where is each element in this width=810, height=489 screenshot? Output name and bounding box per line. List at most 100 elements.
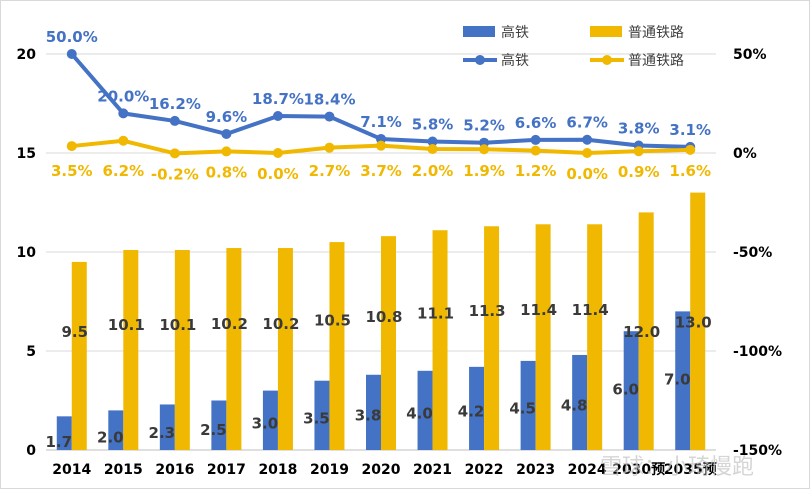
rail-bar-label: 11.4 — [572, 301, 609, 319]
hsr-bar — [56, 416, 72, 450]
legend-label: 高铁 — [501, 52, 529, 69]
rail-bar — [535, 224, 551, 450]
legend-entry[interactable]: 高铁 — [463, 52, 529, 69]
hsr-growth-point — [582, 134, 593, 145]
rail-bar-label: 10.1 — [108, 316, 145, 334]
hsr-bar — [469, 366, 485, 450]
hsr-bar — [211, 400, 227, 450]
x-tick-label: 2014 — [52, 462, 91, 478]
rail-growth-point — [169, 148, 180, 159]
hsr-growth-point — [324, 111, 335, 122]
x-tick-label: 2021 — [413, 462, 452, 478]
hsr-bar-label: 4.8 — [561, 396, 588, 414]
hsr-bar — [314, 380, 330, 450]
rail-growth-point — [221, 146, 232, 157]
x-tick-label: 2016 — [155, 462, 194, 478]
hsr-bar-label: 3.5 — [303, 409, 330, 427]
rail-bar-label: 10.2 — [211, 315, 248, 333]
hsr-bar-label: 2.3 — [149, 424, 176, 442]
hsr-growth-label: 3.1% — [669, 121, 711, 139]
hsr-growth-point — [530, 134, 541, 145]
rail-bar — [638, 212, 654, 450]
hsr-growth-point — [221, 128, 232, 139]
rail-bar-label: 9.5 — [61, 323, 88, 341]
rail-growth-point — [530, 145, 541, 156]
rail-bar — [432, 230, 448, 450]
rail-bar-label: 10.2 — [262, 315, 299, 333]
rail-bar — [123, 250, 139, 450]
x-tick-label: 2030预 — [612, 462, 665, 478]
hsr-growth-label: 5.8% — [412, 116, 454, 134]
rail-growth-label: -0.2% — [151, 165, 199, 183]
legend-swatch-bar — [590, 26, 622, 37]
rail-growth-label: 1.6% — [669, 162, 711, 180]
right-tick-label: -100% — [733, 344, 782, 360]
rail-growth-point — [427, 144, 438, 155]
left-tick-label: 15 — [17, 146, 36, 162]
hsr-growth-label: 18.4% — [303, 91, 355, 109]
rail-growth-label: 0.0% — [566, 165, 608, 183]
left-tick-label: 10 — [17, 245, 37, 261]
hsr-bar — [108, 410, 124, 450]
legend-entry[interactable]: 普通铁路 — [590, 25, 684, 41]
legend-entry[interactable]: 高铁 — [463, 24, 529, 41]
rail-bar-label: 11.4 — [520, 301, 557, 319]
rail-growth-point — [582, 148, 593, 158]
hsr-bar — [572, 354, 588, 450]
x-tick-label: 2020 — [362, 462, 401, 478]
rail-bar — [587, 224, 603, 450]
rail-growth-label: 6.2% — [103, 162, 145, 180]
rail-growth-point — [118, 135, 129, 146]
rail-bar-label: 10.1 — [159, 316, 196, 334]
hsr-bar-label: 3.0 — [252, 414, 279, 432]
rail-growth-label: 2.7% — [309, 162, 351, 180]
rail-bar-label: 10.5 — [314, 311, 351, 329]
hsr-bar-label: 4.0 — [406, 404, 433, 422]
hsr-bar — [262, 390, 278, 450]
hsr-growth-point — [66, 49, 77, 59]
rail-growth-label: 3.7% — [360, 162, 402, 180]
rail-growth-point — [633, 146, 644, 157]
hsr-growth-point — [427, 136, 438, 147]
right-axis: -150% -100% -50% 0% 50% — [733, 47, 782, 459]
hsr-bar-label: 4.5 — [509, 399, 536, 417]
hsr-bar — [623, 331, 639, 450]
rail-bar — [226, 248, 242, 450]
hsr-growth-label: 9.6% — [206, 108, 248, 126]
hsr-growth-label: 7.1% — [360, 113, 402, 131]
hsr-bar — [366, 374, 381, 450]
legend-entry[interactable]: 普通铁路 — [590, 53, 684, 69]
hsr-bar — [675, 311, 691, 450]
rail-growth-point — [685, 144, 696, 155]
hsr-growth-label: 18.7% — [252, 90, 304, 108]
right-tick-label: -150% — [733, 443, 782, 459]
rail-growth-point — [479, 144, 490, 155]
right-tick-label: -50% — [733, 245, 772, 261]
rail-bar-label: 12.0 — [623, 323, 660, 341]
hsr-growth-point — [272, 110, 283, 121]
hsr-bar-label: 4.2 — [458, 402, 485, 420]
hsr-growth-point — [118, 108, 129, 119]
x-tick-label: 2024 — [568, 462, 607, 478]
left-axis: 0 5 10 15 20 — [17, 47, 37, 459]
hsr-bar-label: 6.0 — [612, 381, 639, 399]
hsr-bar — [520, 360, 536, 450]
hsr-bar-label: 7.0 — [664, 371, 691, 389]
lines — [66, 49, 696, 159]
line-labels: 50.0% 20.0% 16.2% 9.6%18.7% 18.4% 7.1% 5.8% 5.2… — [46, 28, 711, 183]
x-tick-label: 2023 — [516, 462, 555, 478]
rail-bar — [71, 261, 87, 450]
rail-bar-label: 11.3 — [469, 302, 506, 320]
rail-bar — [277, 248, 293, 450]
x-tick-label: 2022 — [465, 462, 504, 478]
x-axis: 2014 2015 2016 2017 2018 2019 2020 2021 2022 2023… — [52, 462, 716, 478]
x-tick-label: 2017 — [207, 462, 246, 478]
rail-bar — [174, 250, 190, 450]
left-tick-label: 0 — [26, 443, 36, 459]
left-tick-label: 20 — [17, 47, 37, 63]
legend-label: 高铁 — [501, 24, 529, 41]
legend-label: 普通铁路 — [628, 53, 684, 69]
hsr-growth-label: 50.0% — [46, 28, 98, 46]
rail-bar — [690, 192, 706, 450]
